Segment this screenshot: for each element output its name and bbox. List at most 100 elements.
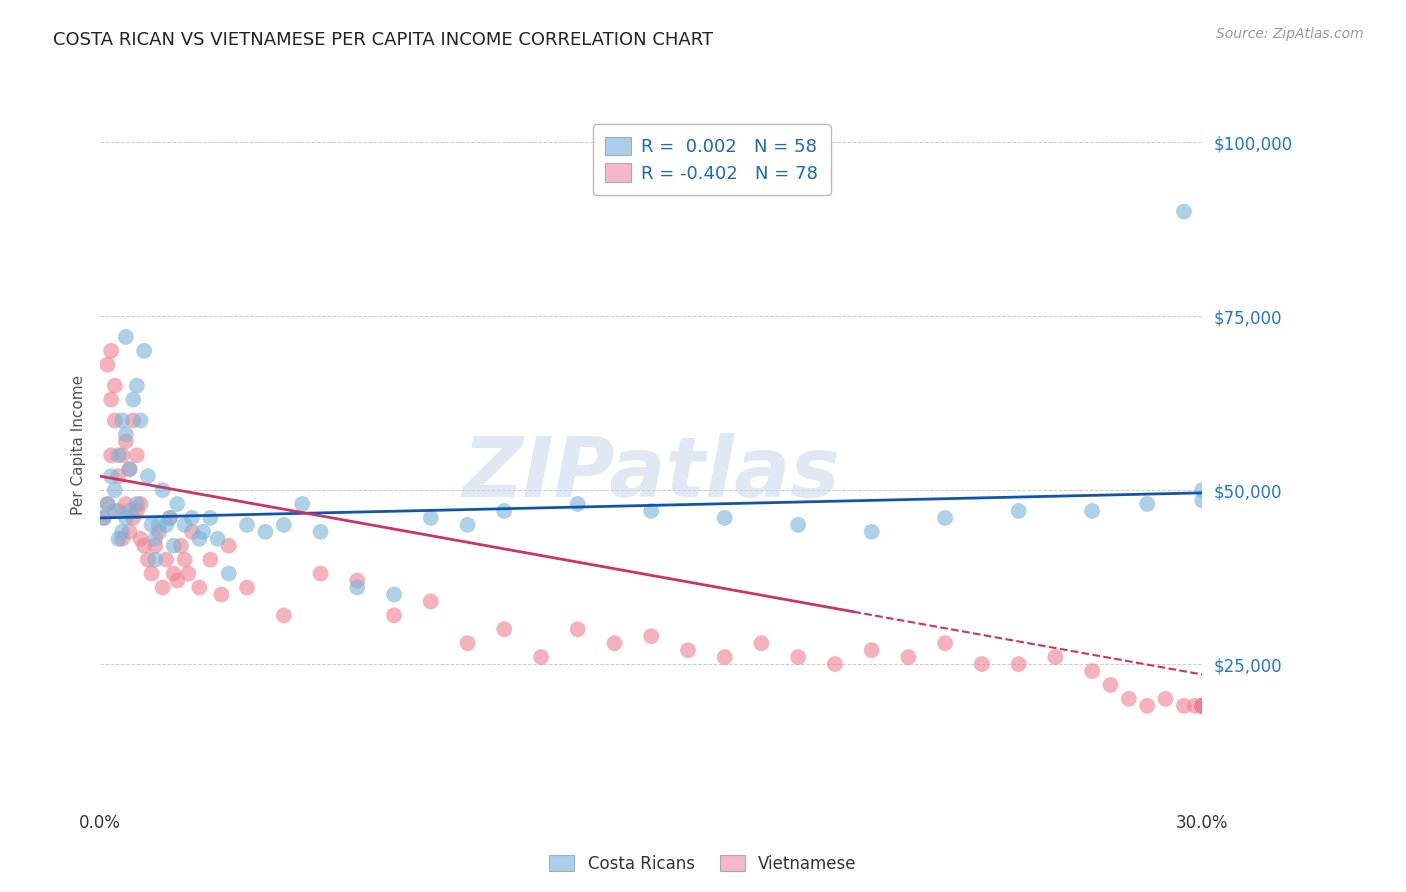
Point bbox=[125, 378, 148, 392]
Point bbox=[129, 413, 152, 427]
Point bbox=[100, 469, 122, 483]
Point bbox=[382, 587, 405, 601]
Point bbox=[104, 504, 127, 518]
Point bbox=[159, 511, 181, 525]
Point bbox=[603, 636, 626, 650]
Text: ZIPatlas: ZIPatlas bbox=[463, 433, 841, 514]
Point bbox=[166, 497, 188, 511]
Point bbox=[129, 532, 152, 546]
Point bbox=[129, 497, 152, 511]
Point bbox=[897, 650, 920, 665]
Point bbox=[93, 511, 115, 525]
Point bbox=[1191, 698, 1213, 713]
Point bbox=[166, 574, 188, 588]
Point bbox=[141, 517, 163, 532]
Point bbox=[309, 566, 332, 581]
Point bbox=[787, 517, 810, 532]
Point bbox=[125, 504, 148, 518]
Point bbox=[494, 504, 516, 518]
Point bbox=[107, 504, 129, 518]
Text: Source: ZipAtlas.com: Source: ZipAtlas.com bbox=[1216, 27, 1364, 41]
Point bbox=[148, 517, 170, 532]
Point bbox=[457, 517, 479, 532]
Point bbox=[934, 511, 956, 525]
Point bbox=[104, 378, 127, 392]
Point bbox=[173, 552, 195, 566]
Point bbox=[236, 517, 259, 532]
Point bbox=[1136, 497, 1159, 511]
Point bbox=[100, 448, 122, 462]
Point bbox=[1007, 657, 1029, 671]
Point bbox=[170, 539, 193, 553]
Point bbox=[200, 511, 222, 525]
Point bbox=[188, 532, 211, 546]
Point bbox=[115, 434, 138, 449]
Point bbox=[181, 524, 204, 539]
Point bbox=[970, 657, 993, 671]
Point bbox=[1191, 698, 1213, 713]
Legend: R =  0.002   N = 58, R = -0.402   N = 78: R = 0.002 N = 58, R = -0.402 N = 78 bbox=[593, 124, 831, 195]
Point bbox=[787, 650, 810, 665]
Point bbox=[143, 539, 166, 553]
Point bbox=[1045, 650, 1067, 665]
Point bbox=[125, 448, 148, 462]
Point bbox=[530, 650, 553, 665]
Point bbox=[860, 524, 883, 539]
Point bbox=[115, 511, 138, 525]
Point bbox=[152, 483, 174, 497]
Point bbox=[111, 413, 134, 427]
Point bbox=[567, 622, 589, 636]
Point bbox=[191, 524, 214, 539]
Point bbox=[291, 497, 314, 511]
Point bbox=[273, 517, 295, 532]
Point bbox=[100, 392, 122, 407]
Point bbox=[177, 566, 200, 581]
Point bbox=[143, 532, 166, 546]
Point bbox=[1099, 678, 1122, 692]
Point bbox=[713, 511, 735, 525]
Point bbox=[125, 497, 148, 511]
Point bbox=[107, 469, 129, 483]
Point bbox=[115, 427, 138, 442]
Point bbox=[111, 524, 134, 539]
Point bbox=[457, 636, 479, 650]
Point bbox=[162, 539, 184, 553]
Point bbox=[155, 552, 177, 566]
Point bbox=[751, 636, 773, 650]
Point bbox=[118, 504, 141, 518]
Point bbox=[934, 636, 956, 650]
Point bbox=[96, 358, 118, 372]
Point bbox=[1191, 483, 1213, 497]
Point bbox=[141, 566, 163, 581]
Point bbox=[104, 483, 127, 497]
Point bbox=[1154, 691, 1177, 706]
Point bbox=[1191, 493, 1213, 508]
Point bbox=[111, 448, 134, 462]
Point bbox=[148, 524, 170, 539]
Point bbox=[419, 594, 441, 608]
Point bbox=[134, 343, 156, 358]
Point bbox=[1191, 698, 1213, 713]
Point bbox=[134, 539, 156, 553]
Point bbox=[136, 469, 159, 483]
Point bbox=[1191, 698, 1213, 713]
Point bbox=[173, 517, 195, 532]
Point bbox=[159, 511, 181, 525]
Point bbox=[111, 532, 134, 546]
Point bbox=[236, 581, 259, 595]
Point bbox=[1173, 204, 1195, 219]
Point bbox=[1173, 698, 1195, 713]
Point bbox=[181, 511, 204, 525]
Point bbox=[1191, 698, 1213, 713]
Point bbox=[115, 330, 138, 344]
Point bbox=[122, 392, 145, 407]
Point bbox=[1118, 691, 1140, 706]
Point bbox=[640, 629, 662, 643]
Point bbox=[107, 448, 129, 462]
Point bbox=[713, 650, 735, 665]
Point bbox=[115, 497, 138, 511]
Point bbox=[188, 581, 211, 595]
Point bbox=[122, 413, 145, 427]
Point bbox=[118, 524, 141, 539]
Point bbox=[494, 622, 516, 636]
